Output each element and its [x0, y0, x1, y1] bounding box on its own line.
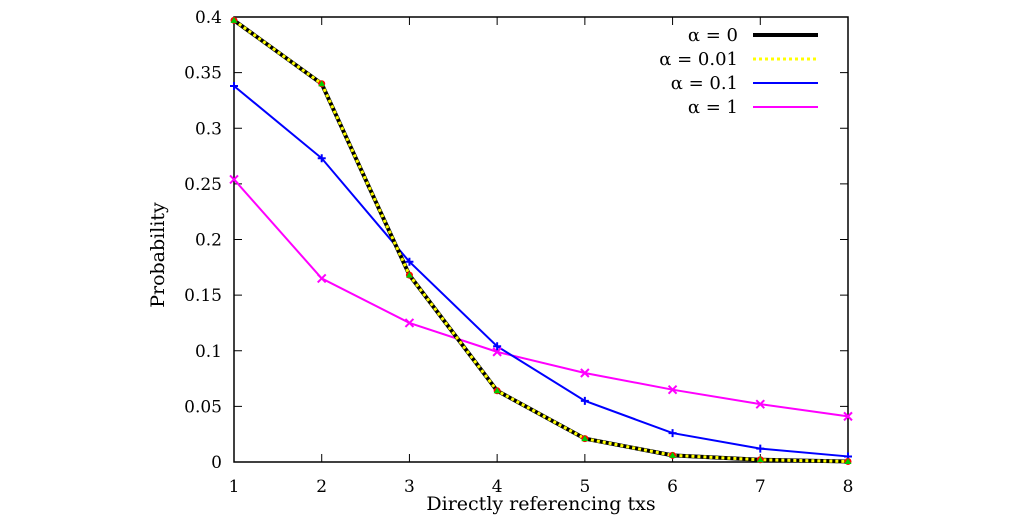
data-point — [229, 174, 239, 185]
series-line — [232, 18, 849, 464]
x-tick-label: 7 — [755, 477, 766, 497]
data-point — [493, 387, 501, 394]
data-point — [755, 399, 765, 409]
y-tick-label: 0.05 — [184, 397, 222, 417]
data-point — [405, 271, 413, 278]
y-axis-title: Probability — [147, 202, 169, 308]
y-tick-label: 0 — [211, 453, 222, 473]
series-1 — [233, 19, 849, 463]
series-group — [229, 16, 853, 465]
data-point — [844, 457, 852, 464]
x-tick-label: 3 — [404, 477, 415, 497]
data-point — [230, 16, 238, 23]
series-markers-2 — [230, 81, 852, 461]
legend: α = 0 α = 0.01 α = 0.1 α = 1 — [659, 25, 818, 118]
y-tick-label: 0.1 — [195, 342, 222, 362]
y-tick-label: 0.4 — [195, 8, 222, 28]
data-point — [667, 384, 678, 395]
x-tick-label: 2 — [316, 477, 327, 497]
data-point — [404, 318, 415, 328]
series-markers-3 — [229, 174, 853, 422]
x-tick-label: 8 — [843, 477, 854, 497]
data-point — [581, 435, 589, 442]
data-point — [668, 429, 677, 438]
data-point — [493, 342, 502, 351]
axis-ticks: 1 2 3 4 5 6 7 8 0 0.05 0.1 0.15 0.2 0.25 0.3 0.35 0.4 — [184, 8, 853, 497]
x-tick-label: 1 — [229, 477, 240, 497]
data-point — [317, 273, 327, 284]
legend-label: α = 0.01 — [659, 49, 738, 70]
legend-label: α = 1 — [688, 97, 738, 118]
y-tick-label: 0.3 — [195, 119, 222, 139]
series-2 — [233, 85, 849, 458]
x-tick-label: 6 — [667, 477, 678, 497]
y-tick-label: 0.2 — [195, 231, 222, 251]
x-tick-label: 4 — [492, 477, 503, 497]
series-markers-1 — [230, 16, 852, 464]
data-point — [580, 368, 590, 378]
legend-label: α = 0 — [688, 25, 738, 46]
data-point — [317, 154, 326, 163]
data-point — [580, 396, 589, 405]
series-0 — [232, 18, 849, 464]
data-point — [756, 456, 764, 463]
series-3 — [233, 178, 849, 418]
legend-label: α = 0.1 — [671, 73, 738, 94]
series-line — [233, 19, 849, 463]
y-tick-label: 0.15 — [184, 286, 222, 306]
data-point — [318, 80, 326, 87]
series-line — [233, 85, 849, 458]
y-tick-label: 0.25 — [184, 175, 222, 195]
series-line — [233, 178, 849, 418]
data-point — [492, 347, 502, 357]
x-axis-title: Directly referencing txs — [426, 493, 655, 515]
data-point — [669, 451, 677, 458]
data-point — [843, 411, 853, 422]
data-point — [405, 257, 414, 266]
x-tick-label: 5 — [579, 477, 590, 497]
y-tick-label: 0.35 — [184, 64, 222, 84]
data-point — [230, 81, 238, 90]
data-point — [756, 444, 765, 453]
